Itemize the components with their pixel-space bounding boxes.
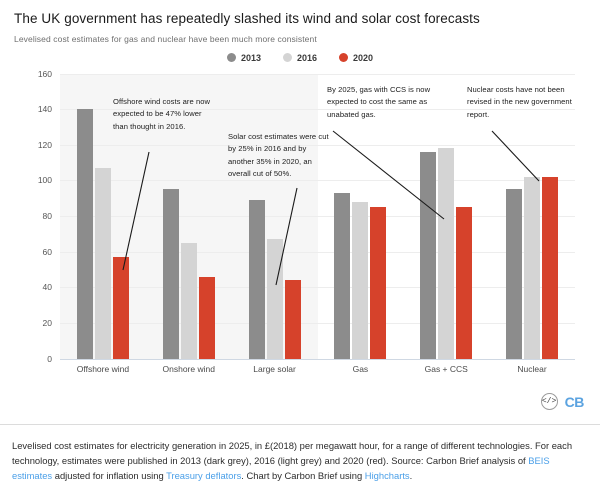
- bar-2016-offshore-wind[interactable]: [94, 167, 111, 359]
- annotation-gas-ccs: By 2025, gas with CCS is now expected to…: [327, 85, 431, 119]
- bar-2016-gas-ccs[interactable]: [438, 148, 455, 359]
- x-label-nuclear: Nuclear: [517, 363, 547, 374]
- bar-group-offshore-wind: [60, 74, 146, 359]
- credit-block: </> CB: [540, 393, 585, 410]
- x-label-gas-ccs: Gas + CCS: [424, 363, 468, 374]
- gridline-160: [60, 73, 575, 75]
- legend-swatch-2013: [226, 53, 236, 63]
- x-label-onshore-wind: Onshore wind: [162, 363, 215, 374]
- y-tick-80: 80: [42, 211, 52, 222]
- legend-label-2016: 2016: [296, 52, 318, 63]
- bar-2013-offshore-wind[interactable]: [76, 109, 93, 359]
- page-title: The UK government has repeatedly slashed…: [14, 11, 480, 26]
- y-tick-160: 160: [37, 68, 52, 79]
- chart-subtitle: Levelised cost estimates for gas and nuc…: [14, 33, 317, 44]
- y-tick-20: 20: [42, 317, 52, 328]
- gridline-20: [60, 322, 575, 324]
- bar-2020-offshore-wind[interactable]: [112, 257, 129, 359]
- bar-group-onshore-wind: [146, 74, 232, 359]
- plot-canvas: [60, 73, 575, 360]
- bar-2013-large-solar[interactable]: [248, 200, 265, 359]
- legend-item-2013[interactable]: 2013: [226, 52, 261, 63]
- bar-2020-gas-ccs[interactable]: [456, 207, 473, 359]
- code-embed-icon[interactable]: </>: [540, 393, 558, 410]
- gridline-100: [60, 180, 575, 182]
- caption-part-4: .: [409, 470, 413, 482]
- bar-2020-nuclear[interactable]: [542, 176, 559, 359]
- x-axis-labels: Offshore wind Onshore wind Large solar Gas G…: [60, 364, 575, 374]
- legend-item-2016[interactable]: 2016: [282, 52, 318, 63]
- legend-swatch-2016: [282, 53, 292, 63]
- caption-link-treasury[interactable]: Treasury deflators: [166, 470, 242, 482]
- bar-2020-onshore-wind[interactable]: [198, 276, 215, 359]
- caption-part-2: adjusted for inflation using: [52, 470, 167, 482]
- gridline-80: [60, 216, 575, 218]
- bar-2013-onshore-wind[interactable]: [162, 189, 179, 359]
- bar-2016-gas[interactable]: [352, 201, 369, 359]
- caption-part-1: Levelised cost estimates for electricity…: [12, 440, 573, 467]
- annotation-offshore-wind: Offshore wind costs are now expected to …: [113, 97, 211, 131]
- bar-2013-gas[interactable]: [334, 192, 351, 359]
- carbon-brief-logo[interactable]: CB: [564, 393, 585, 410]
- gridline-0: [60, 358, 575, 360]
- y-tick-140: 140: [37, 104, 52, 115]
- y-tick-120: 120: [37, 139, 52, 150]
- x-label-gas: Gas: [352, 363, 369, 374]
- gridline-60: [60, 251, 575, 253]
- caption-part-3: . Chart by Carbon Brief using: [241, 470, 365, 482]
- gridline-140: [60, 109, 575, 111]
- bar-group-large-solar: [232, 74, 318, 359]
- y-tick-0: 0: [47, 353, 52, 364]
- y-tick-60: 60: [42, 246, 52, 257]
- x-label-offshore-wind: Offshore wind: [76, 363, 130, 374]
- chart-header: The UK government has repeatedly slashed…: [0, 0, 600, 63]
- caption-link-highcharts[interactable]: Highcharts: [364, 470, 410, 482]
- annotation-large-solar: Solar cost estimates were cut by 25% in …: [228, 132, 329, 178]
- caption-link-beis[interactable]: BEIS estimates: [12, 455, 550, 482]
- bar-2013-nuclear[interactable]: [506, 189, 523, 359]
- legend-label-2013: 2013: [240, 52, 261, 63]
- bar-2016-large-solar[interactable]: [266, 239, 283, 359]
- chart-plot-area: Levelised cost in 2025, £(2018) per mega…: [0, 69, 600, 391]
- gridline-40: [60, 287, 575, 289]
- bar-2013-gas-ccs[interactable]: [420, 151, 437, 359]
- y-tick-100: 100: [37, 175, 52, 186]
- bar-group-gas: [317, 74, 403, 359]
- footer-divider: [0, 424, 600, 425]
- bar-2016-nuclear[interactable]: [524, 176, 541, 359]
- chart-caption: Levelised cost estimates for electricity…: [12, 438, 590, 484]
- x-label-large-solar: Large solar: [253, 363, 296, 374]
- legend-label-2020: 2020: [353, 52, 374, 63]
- bar-group-nuclear: [489, 74, 575, 359]
- bar-2020-large-solar[interactable]: [284, 280, 301, 359]
- legend-item-2020[interactable]: 2020: [339, 53, 373, 63]
- bar-2020-gas[interactable]: [370, 207, 387, 359]
- bar-2016-onshore-wind[interactable]: [180, 242, 197, 359]
- legend-swatch-2020: [339, 53, 349, 63]
- gridline-120: [60, 144, 575, 146]
- chart-legend: 2013 2016 2020: [14, 53, 586, 63]
- y-tick-40: 40: [42, 282, 52, 293]
- annotation-nuclear: Nuclear costs have not been revised in t…: [467, 85, 572, 119]
